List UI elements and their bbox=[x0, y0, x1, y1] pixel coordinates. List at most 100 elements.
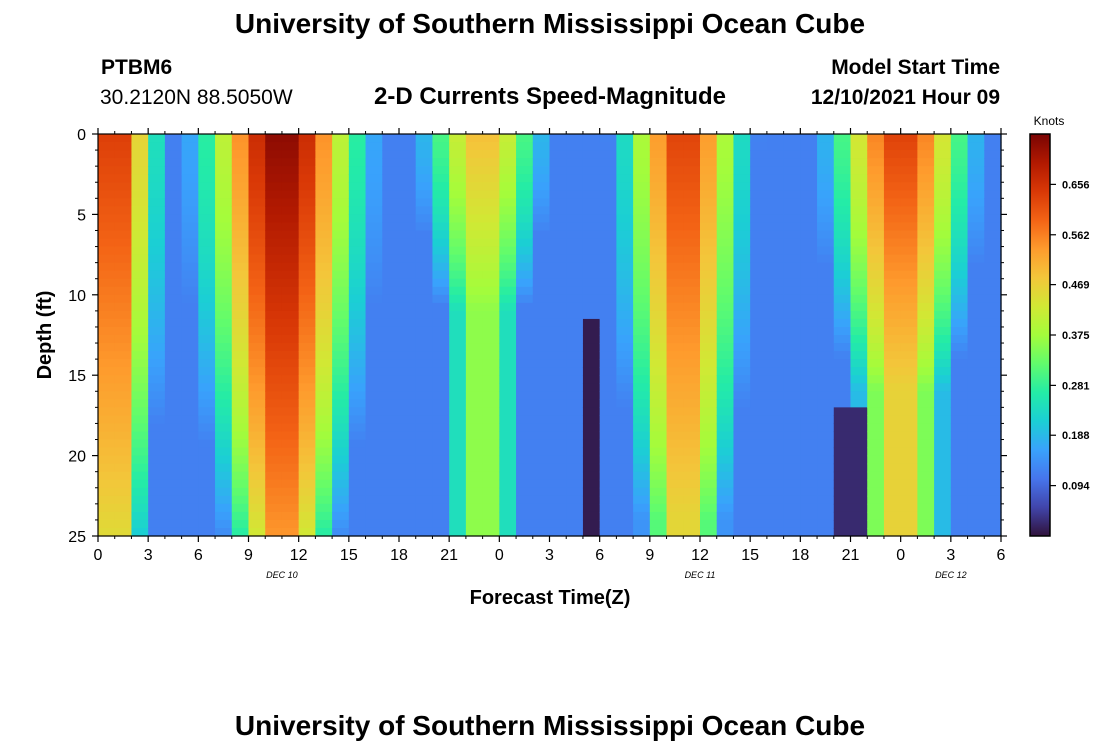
heatmap-cell bbox=[649, 415, 668, 425]
heatmap-cell bbox=[850, 134, 868, 143]
heatmap-cell bbox=[716, 326, 735, 336]
heatmap-cell bbox=[415, 134, 434, 143]
heatmap-cell bbox=[683, 238, 701, 248]
heatmap-cell bbox=[883, 487, 902, 497]
heatmap-cell bbox=[566, 182, 584, 191]
heatmap-cell bbox=[281, 294, 300, 304]
heatmap-cell bbox=[181, 439, 199, 449]
heatmap-cell bbox=[181, 375, 199, 384]
heatmap-cell bbox=[365, 222, 383, 232]
heatmap-cell bbox=[499, 503, 517, 513]
heatmap-cell bbox=[934, 511, 952, 521]
heatmap-cell bbox=[532, 134, 551, 143]
heatmap-cell bbox=[633, 527, 651, 537]
heatmap-cell bbox=[348, 238, 367, 248]
heatmap-cell bbox=[566, 190, 584, 199]
heatmap-cell bbox=[900, 182, 918, 191]
heatmap-cell bbox=[750, 455, 768, 465]
heatmap-cell bbox=[800, 166, 818, 175]
heatmap-cell bbox=[850, 302, 868, 312]
heatmap-cell bbox=[248, 511, 266, 521]
heatmap-cell bbox=[616, 455, 634, 465]
heatmap-cell bbox=[950, 238, 969, 248]
heatmap-cell bbox=[181, 238, 199, 248]
heatmap-cell bbox=[98, 302, 116, 312]
heatmap-cell bbox=[181, 182, 199, 191]
heatmap-cell bbox=[800, 359, 818, 368]
heatmap-cell bbox=[148, 214, 166, 224]
heatmap-cell bbox=[415, 206, 434, 215]
heatmap-cell bbox=[666, 439, 684, 449]
heatmap-cell bbox=[582, 471, 601, 481]
heatmap-cell bbox=[833, 254, 852, 264]
heatmap-cell bbox=[700, 262, 718, 272]
heatmap-cell bbox=[716, 318, 735, 328]
heatmap-cell bbox=[415, 238, 434, 248]
heatmap-cell bbox=[365, 142, 383, 151]
heatmap-cell bbox=[98, 150, 116, 159]
heatmap-cell bbox=[549, 238, 567, 248]
heatmap-cell bbox=[934, 335, 952, 344]
heatmap-cell bbox=[984, 511, 1002, 521]
heatmap-cell bbox=[516, 463, 534, 473]
heatmap-cell bbox=[148, 174, 166, 183]
heatmap-cell bbox=[114, 463, 133, 473]
heatmap-cell bbox=[98, 415, 116, 425]
heatmap-cell bbox=[532, 326, 551, 336]
heatmap-cell bbox=[516, 278, 534, 288]
heatmap-cell bbox=[783, 447, 801, 457]
heatmap-cell bbox=[465, 503, 484, 513]
heatmap-cell bbox=[582, 359, 601, 368]
heatmap-cell bbox=[332, 383, 350, 392]
heatmap-cell bbox=[833, 262, 852, 272]
heatmap-cell bbox=[883, 503, 902, 513]
heatmap-cell bbox=[616, 527, 634, 537]
heatmap-cell bbox=[750, 230, 768, 240]
heatmap-cell bbox=[131, 527, 149, 537]
heatmap-cell bbox=[365, 286, 383, 296]
heatmap-cell bbox=[900, 431, 918, 441]
heatmap-cell bbox=[883, 439, 902, 449]
heatmap-cell bbox=[298, 527, 316, 537]
heatmap-cell bbox=[482, 359, 500, 368]
heatmap-cell bbox=[315, 270, 333, 280]
heatmap-cell bbox=[265, 182, 283, 191]
heatmap-cell bbox=[482, 142, 500, 151]
heatmap-cell bbox=[415, 182, 434, 191]
heatmap-cell bbox=[248, 455, 266, 465]
heatmap-cell bbox=[683, 359, 701, 368]
heatmap-cell bbox=[967, 447, 985, 457]
heatmap-cell bbox=[833, 158, 852, 167]
heatmap-cell bbox=[248, 351, 266, 360]
heatmap-cell bbox=[298, 391, 316, 400]
heatmap-cell bbox=[850, 383, 868, 392]
heatmap-cell bbox=[415, 270, 434, 280]
heatmap-cell bbox=[164, 375, 183, 384]
heatmap-cell bbox=[817, 198, 835, 207]
heatmap-cell bbox=[582, 431, 601, 441]
heatmap-cell bbox=[766, 463, 785, 473]
heatmap-cell bbox=[616, 447, 634, 457]
heatmap-cell bbox=[566, 262, 584, 272]
heatmap-cell bbox=[298, 415, 316, 425]
heatmap-cell bbox=[766, 351, 785, 360]
heatmap-cell bbox=[783, 310, 801, 320]
heatmap-cell bbox=[616, 375, 634, 384]
heatmap-cell bbox=[98, 343, 116, 352]
heatmap-cell bbox=[800, 431, 818, 441]
heatmap-cell bbox=[683, 383, 701, 392]
heatmap-cell bbox=[582, 318, 601, 328]
heatmap-cell bbox=[348, 270, 367, 280]
heatmap-cell bbox=[415, 326, 434, 336]
heatmap-cell bbox=[950, 431, 969, 441]
heatmap-cell bbox=[432, 134, 450, 143]
heatmap-cell bbox=[114, 246, 133, 256]
heatmap-cell bbox=[114, 343, 133, 352]
heatmap-cell bbox=[934, 222, 952, 232]
heatmap-cell bbox=[298, 166, 316, 175]
heatmap-cell bbox=[482, 391, 500, 400]
heatmap-cell bbox=[281, 214, 300, 224]
heatmap-cell bbox=[649, 326, 668, 336]
heatmap-cell bbox=[549, 471, 567, 481]
heatmap-cell bbox=[967, 214, 985, 224]
